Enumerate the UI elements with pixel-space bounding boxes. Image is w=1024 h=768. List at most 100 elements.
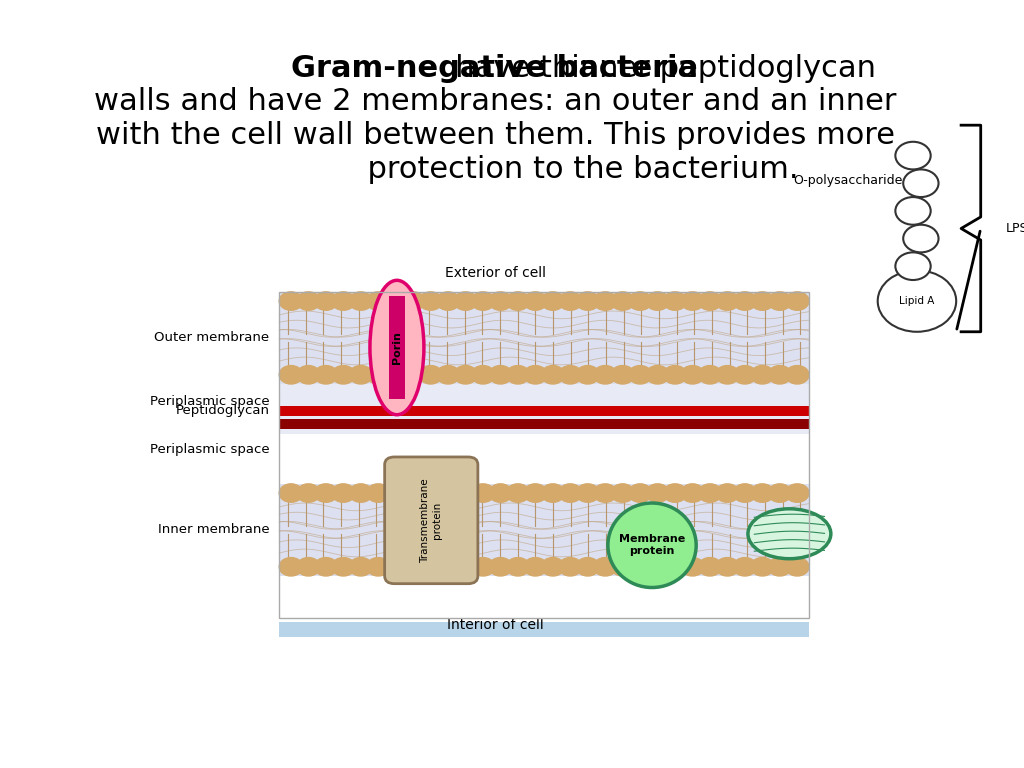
Circle shape bbox=[401, 292, 425, 310]
Circle shape bbox=[716, 366, 739, 384]
Circle shape bbox=[698, 366, 722, 384]
Circle shape bbox=[594, 558, 617, 576]
Circle shape bbox=[611, 484, 635, 502]
Circle shape bbox=[419, 366, 442, 384]
FancyBboxPatch shape bbox=[385, 457, 478, 584]
Circle shape bbox=[768, 558, 792, 576]
Circle shape bbox=[895, 253, 931, 280]
Circle shape bbox=[785, 558, 809, 576]
Circle shape bbox=[314, 558, 338, 576]
Bar bbox=[280, 484, 809, 576]
Circle shape bbox=[878, 270, 956, 332]
Circle shape bbox=[297, 558, 321, 576]
Circle shape bbox=[594, 366, 617, 384]
Circle shape bbox=[436, 292, 460, 310]
Circle shape bbox=[895, 197, 931, 225]
Text: Lipid A: Lipid A bbox=[899, 296, 935, 306]
Circle shape bbox=[681, 558, 705, 576]
Text: Outer membrane: Outer membrane bbox=[155, 332, 269, 344]
Circle shape bbox=[384, 484, 408, 502]
Circle shape bbox=[419, 558, 442, 576]
Bar bbox=[280, 406, 809, 416]
Circle shape bbox=[419, 484, 442, 502]
Circle shape bbox=[785, 366, 809, 384]
Circle shape bbox=[594, 292, 617, 310]
Circle shape bbox=[332, 484, 355, 502]
Circle shape bbox=[506, 366, 529, 384]
Circle shape bbox=[733, 484, 757, 502]
Circle shape bbox=[297, 366, 321, 384]
Circle shape bbox=[541, 484, 564, 502]
Bar bbox=[280, 292, 809, 384]
Circle shape bbox=[611, 366, 635, 384]
Circle shape bbox=[629, 484, 652, 502]
Circle shape bbox=[436, 484, 460, 502]
Circle shape bbox=[506, 484, 529, 502]
Circle shape bbox=[384, 292, 408, 310]
Circle shape bbox=[488, 366, 512, 384]
Circle shape bbox=[733, 292, 757, 310]
Circle shape bbox=[332, 558, 355, 576]
Circle shape bbox=[297, 292, 321, 310]
Circle shape bbox=[785, 292, 809, 310]
Circle shape bbox=[768, 484, 792, 502]
Circle shape bbox=[454, 558, 477, 576]
Circle shape bbox=[646, 366, 670, 384]
Circle shape bbox=[733, 558, 757, 576]
Circle shape bbox=[506, 558, 529, 576]
Circle shape bbox=[523, 292, 547, 310]
Circle shape bbox=[751, 484, 774, 502]
Circle shape bbox=[280, 292, 303, 310]
Circle shape bbox=[611, 292, 635, 310]
Circle shape bbox=[401, 484, 425, 502]
Text: Transmembrane
protein: Transmembrane protein bbox=[421, 478, 442, 563]
Circle shape bbox=[436, 558, 460, 576]
Circle shape bbox=[401, 366, 425, 384]
Circle shape bbox=[401, 558, 425, 576]
Circle shape bbox=[558, 558, 582, 576]
Circle shape bbox=[523, 558, 547, 576]
Circle shape bbox=[332, 292, 355, 310]
Circle shape bbox=[506, 292, 529, 310]
Circle shape bbox=[558, 292, 582, 310]
Text: O-polysaccharide: O-polysaccharide bbox=[794, 174, 903, 187]
Circle shape bbox=[629, 558, 652, 576]
Circle shape bbox=[629, 292, 652, 310]
Circle shape bbox=[903, 225, 939, 253]
Circle shape bbox=[280, 484, 303, 502]
Circle shape bbox=[488, 558, 512, 576]
Circle shape bbox=[716, 484, 739, 502]
Circle shape bbox=[785, 484, 809, 502]
Circle shape bbox=[768, 366, 792, 384]
Bar bbox=[389, 296, 404, 399]
Circle shape bbox=[471, 558, 495, 576]
Circle shape bbox=[751, 558, 774, 576]
Text: Periplasmic space: Periplasmic space bbox=[150, 395, 269, 408]
Circle shape bbox=[332, 366, 355, 384]
Circle shape bbox=[646, 558, 670, 576]
Circle shape bbox=[436, 366, 460, 384]
Circle shape bbox=[664, 292, 687, 310]
Circle shape bbox=[681, 292, 705, 310]
Bar bbox=[280, 292, 809, 618]
Circle shape bbox=[280, 558, 303, 576]
Circle shape bbox=[646, 292, 670, 310]
Circle shape bbox=[558, 484, 582, 502]
Circle shape bbox=[314, 366, 338, 384]
Text: Interior of cell: Interior of cell bbox=[446, 618, 544, 632]
Circle shape bbox=[575, 292, 599, 310]
Circle shape bbox=[664, 558, 687, 576]
Circle shape bbox=[367, 484, 390, 502]
Text: Exterior of cell: Exterior of cell bbox=[444, 266, 546, 280]
Circle shape bbox=[454, 366, 477, 384]
Circle shape bbox=[575, 484, 599, 502]
Circle shape bbox=[314, 292, 338, 310]
Circle shape bbox=[903, 170, 939, 197]
Ellipse shape bbox=[748, 509, 830, 559]
Circle shape bbox=[367, 292, 390, 310]
Circle shape bbox=[698, 558, 722, 576]
Circle shape bbox=[314, 484, 338, 502]
Text: Inner membrane: Inner membrane bbox=[158, 524, 269, 536]
Text: Gram-negative bacteria: Gram-negative bacteria bbox=[292, 54, 698, 83]
Circle shape bbox=[716, 292, 739, 310]
